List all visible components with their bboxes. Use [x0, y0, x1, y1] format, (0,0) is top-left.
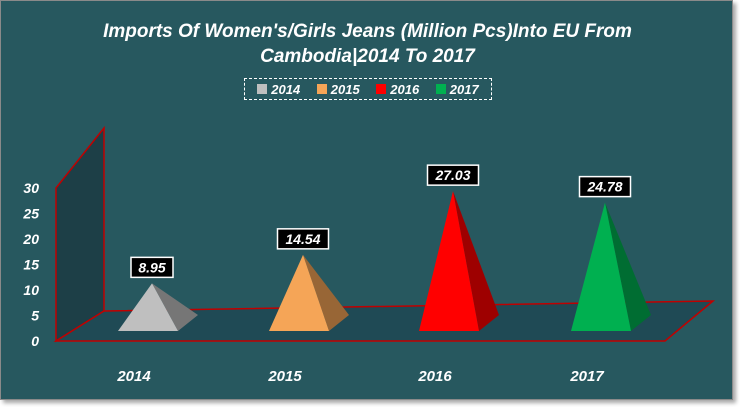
data-label: 24.78	[586, 179, 622, 195]
legend-swatch-2017	[435, 84, 446, 94]
chart-title: Imports Of Women's/Girls Jeans (Million …	[1, 19, 734, 69]
legend-item-2016: 2016	[376, 82, 419, 97]
legend-item-2015: 2015	[316, 81, 360, 97]
y-tick-label: 20	[22, 231, 39, 247]
floor	[53, 300, 716, 342]
data-label-box	[578, 175, 632, 198]
legend-label-2015: 2015	[330, 81, 360, 97]
y-tick-label: 0	[31, 333, 39, 349]
pyramid-front-2014	[118, 283, 178, 331]
data-label: 14.54	[285, 231, 320, 247]
legend-item-2017: 2017	[435, 81, 479, 97]
legend-label-2014: 2014	[271, 81, 301, 97]
data-label-box	[276, 228, 330, 250]
chart-legend: 2014 2015 2016 2017	[244, 78, 492, 100]
legend-label-2017: 2017	[449, 81, 479, 97]
pyramid-side-2014	[152, 283, 198, 331]
y-tick-label: 5	[31, 308, 39, 324]
pyramid-side-2016	[453, 191, 499, 331]
data-label-box	[426, 164, 480, 186]
pyramid-front-2017	[571, 202, 631, 331]
x-tick-label: 2015	[267, 368, 302, 385]
data-label: 27.03	[434, 167, 470, 183]
legend-label-2016: 2016	[390, 81, 420, 97]
legend-swatch-2015	[316, 84, 327, 94]
data-label-box	[130, 256, 174, 279]
pyramid-side-2015	[303, 254, 349, 331]
pyramid-front-2016	[419, 191, 479, 331]
y-tick-label: 25	[22, 206, 39, 222]
y-tick-label: 10	[23, 282, 39, 298]
chart-panel: Imports Of Women's/Girls Jeans (Million …	[0, 0, 733, 400]
chart-plot: 0 5 10 15 20 25 30 8.95 2014 14.54 2015 27.03 2016 24…	[22, 125, 716, 385]
x-tick-label: 2014	[116, 368, 151, 385]
x-tick-label: 2016	[417, 368, 452, 385]
y-tick-label: 15	[23, 257, 39, 273]
pyramid-front-2015	[269, 254, 329, 331]
data-label: 8.95	[138, 259, 165, 275]
legend-swatch-2016	[376, 84, 387, 94]
back-wall	[55, 125, 105, 343]
x-tick-label: 2017	[569, 368, 604, 385]
legend-item-2014: 2014	[257, 82, 300, 97]
y-tick-label: 30	[23, 180, 39, 196]
pyramid-side-2017	[605, 202, 651, 331]
legend-swatch-2014	[257, 84, 268, 94]
chart-title-line-1: Imports Of Women's/Girls Jeans (Million …	[103, 21, 632, 42]
chart-title-line-2: Cambodia|2014 To 2017	[260, 46, 475, 67]
